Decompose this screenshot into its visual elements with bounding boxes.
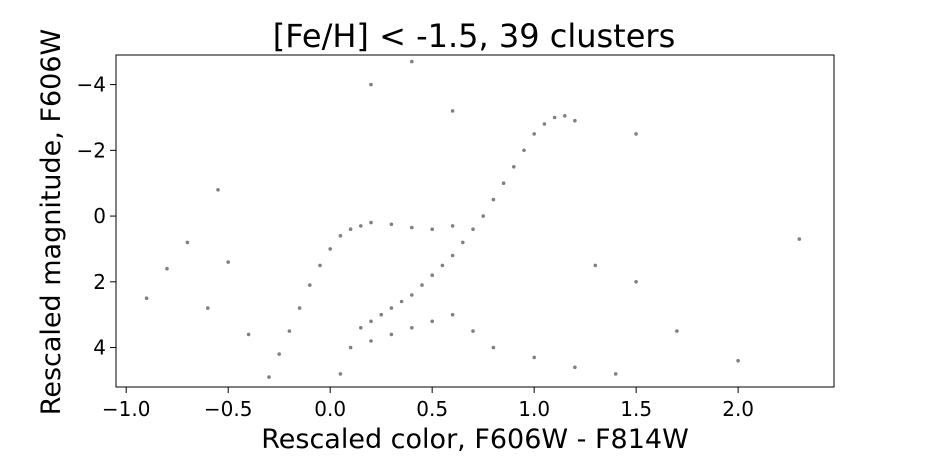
x-tick-label: 0.0 xyxy=(314,397,346,421)
y-tick-label: −4 xyxy=(77,73,106,97)
data-point xyxy=(552,115,557,120)
data-point xyxy=(593,263,598,268)
chart-title: [Fe/H] < -1.5, 39 clusters xyxy=(273,17,675,55)
y-tick-label: 4 xyxy=(93,336,106,360)
data-point xyxy=(379,312,384,317)
data-point xyxy=(573,365,577,370)
plot-frame xyxy=(115,54,835,388)
data-point xyxy=(420,283,424,287)
data-point xyxy=(348,345,353,350)
data-point xyxy=(206,306,210,310)
data-point xyxy=(542,122,547,126)
data-point xyxy=(246,332,251,337)
x-axis-label: Rescaled color, F606W - F814W xyxy=(261,424,689,455)
data-point xyxy=(185,240,190,245)
data-point xyxy=(450,312,455,317)
data-point xyxy=(440,263,445,268)
data-point xyxy=(501,181,506,185)
data-points xyxy=(144,59,802,379)
y-tick-label: −2 xyxy=(77,138,106,162)
data-point xyxy=(308,283,312,287)
x-tick-label: −1.0 xyxy=(102,397,151,421)
y-tick-label: 2 xyxy=(93,270,106,294)
x-tick-label: 1.5 xyxy=(620,397,652,421)
data-point xyxy=(491,197,496,202)
data-point xyxy=(430,273,435,278)
data-point xyxy=(563,114,567,118)
data-point xyxy=(675,329,679,333)
data-point xyxy=(512,165,516,169)
x-tick-label: −0.5 xyxy=(204,397,253,421)
data-point xyxy=(359,326,363,330)
data-point xyxy=(287,329,292,333)
data-point xyxy=(369,220,373,225)
x-tick-label: 0.5 xyxy=(416,397,448,421)
data-point xyxy=(634,280,638,284)
y-axis-label: Rescaled magnitude, F606W xyxy=(36,29,67,415)
data-point xyxy=(410,326,414,330)
x-axis-ticks: −1.0 −0.5 0.0 0.5 1.0 1.5 2.0 xyxy=(102,387,754,421)
x-tick-label: 2.0 xyxy=(722,397,754,421)
data-point xyxy=(359,224,363,228)
data-point xyxy=(410,225,414,230)
data-point xyxy=(338,234,343,238)
data-point xyxy=(410,293,414,297)
data-point xyxy=(634,132,638,136)
data-point xyxy=(450,224,455,228)
data-point xyxy=(430,319,435,324)
data-point xyxy=(369,339,373,343)
data-point xyxy=(389,306,394,310)
data-point xyxy=(410,59,414,64)
data-point xyxy=(144,296,149,301)
data-point xyxy=(216,188,220,192)
data-point xyxy=(338,372,343,376)
data-point xyxy=(461,240,465,245)
data-point xyxy=(430,227,435,231)
data-point xyxy=(277,352,282,356)
data-point xyxy=(226,260,230,264)
data-point xyxy=(481,214,486,218)
data-point xyxy=(389,332,394,337)
y-tick-label: 0 xyxy=(93,204,106,228)
data-point xyxy=(318,263,322,268)
data-point xyxy=(532,355,536,360)
data-point xyxy=(348,227,353,231)
data-point xyxy=(797,237,802,241)
data-point xyxy=(165,266,169,271)
data-point xyxy=(297,306,302,310)
data-point xyxy=(471,329,475,333)
data-point xyxy=(613,372,618,376)
data-point xyxy=(369,82,373,87)
data-point xyxy=(522,148,526,153)
data-point xyxy=(450,253,455,258)
data-point xyxy=(471,227,475,231)
data-point xyxy=(267,375,271,379)
y-axis-ticks: −4 −2 0 2 4 xyxy=(77,73,116,360)
data-point xyxy=(573,118,577,123)
data-point xyxy=(328,247,333,251)
data-point xyxy=(399,299,404,304)
data-point xyxy=(532,132,536,136)
x-tick-label: 1.0 xyxy=(518,397,550,421)
data-point xyxy=(389,222,394,227)
data-point xyxy=(450,109,455,113)
data-point xyxy=(736,358,740,363)
data-point xyxy=(491,345,496,350)
data-point xyxy=(369,319,373,324)
